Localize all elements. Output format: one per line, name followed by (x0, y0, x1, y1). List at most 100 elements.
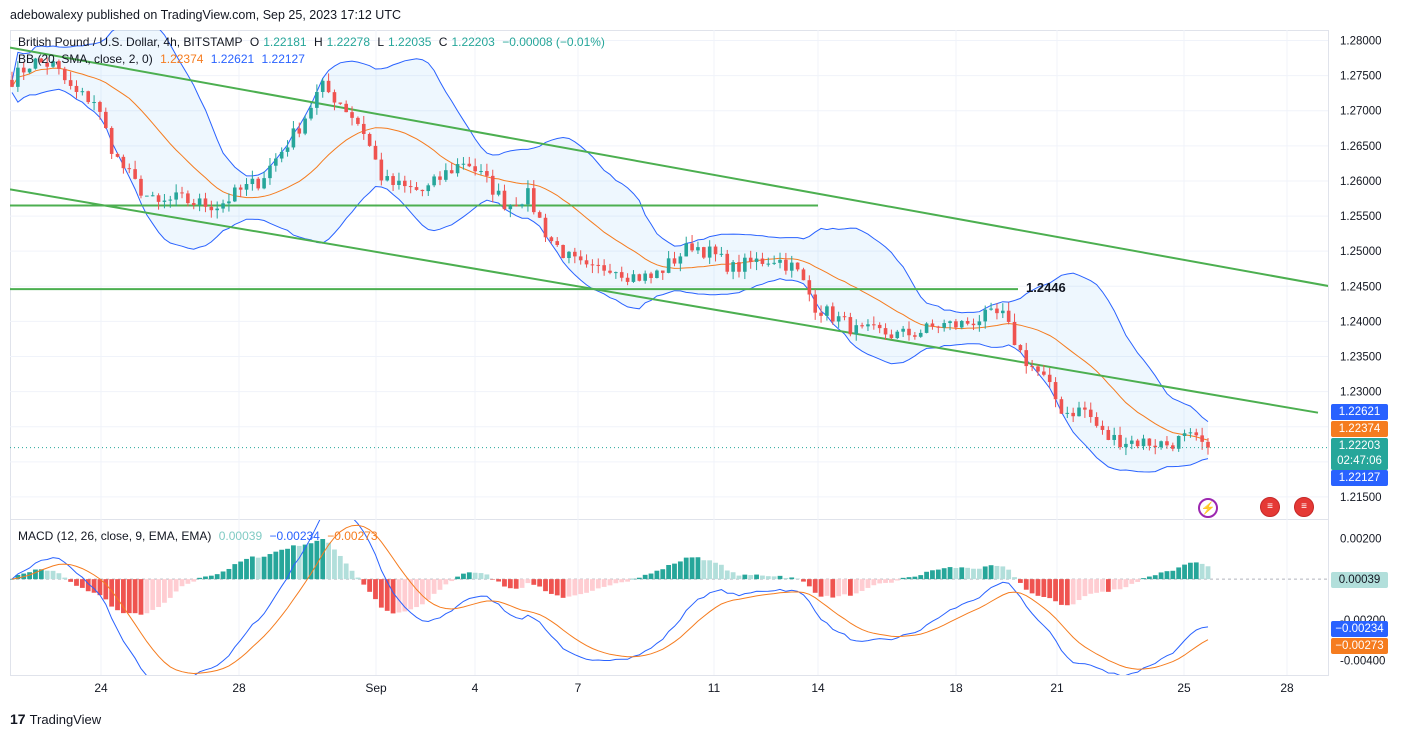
macd-hist-bar (824, 579, 830, 596)
macd-hist-bar (906, 577, 912, 580)
candle-body (901, 328, 905, 332)
macd-hist-bar (38, 569, 44, 580)
candle-body (279, 151, 284, 159)
macd-hist-bar (414, 579, 419, 608)
axes-layer: 1.28000 1.27500 1.27000 1.26500 1.26000 1.255… (94, 36, 1385, 695)
macd-hist-bar (1006, 569, 1012, 580)
candle-body (121, 156, 126, 169)
macd-hist-bar (408, 579, 414, 610)
macd-hist-bar (806, 579, 812, 587)
macd-line-value: −0.00234 (269, 529, 320, 543)
us-flag-event-icon-2[interactable]: ≡ (1294, 497, 1314, 517)
candle-body (1153, 445, 1158, 448)
bb-basis-tag: 1.22374 (1331, 421, 1388, 437)
macd-hist-bar (361, 579, 367, 585)
candle-body (373, 145, 378, 160)
candle-body (725, 253, 730, 272)
macd-hist-bar (1047, 579, 1053, 599)
candle-body (719, 253, 724, 255)
candle-body (232, 187, 237, 202)
macd-hist-bar (730, 572, 736, 580)
candle-body (578, 256, 583, 261)
macd-hist-bar (461, 573, 466, 580)
candle-body (250, 178, 255, 185)
candle-body (930, 323, 935, 327)
candle-body (660, 270, 665, 273)
candle-body (180, 192, 184, 194)
macd-hist-bar (1088, 579, 1094, 594)
macd-hist-bar (578, 579, 584, 595)
candle-body (74, 85, 79, 92)
macd-hist-bar (455, 576, 460, 580)
macd-hist-bar (1193, 562, 1199, 580)
macd-pane[interactable] (10, 519, 1329, 676)
candle-body (27, 68, 32, 73)
macd-hist-bar (238, 561, 244, 580)
macd-hist-bar (566, 579, 572, 597)
macd-hist-bar (85, 579, 91, 592)
macd-hist-bar (531, 579, 537, 585)
candle-body (754, 258, 759, 262)
macd-hist-bar (337, 555, 343, 580)
candle-body (414, 187, 419, 190)
macd-hist-bar (79, 579, 85, 588)
candle-body (1001, 310, 1005, 314)
candle-body (490, 175, 495, 195)
macd-hist-bar (138, 579, 144, 615)
us-flag-event-icon[interactable]: ≡ (1260, 497, 1280, 517)
lightning-event-icon[interactable]: ⚡ (1198, 498, 1218, 518)
candle-body (1065, 412, 1070, 414)
macd-hist-bar (91, 579, 97, 593)
candle-body (215, 208, 219, 211)
bb-upper-value: 1.22621 (210, 52, 255, 66)
macd-hist-bar (484, 574, 490, 580)
upper-trendline (10, 46, 1328, 287)
macd-legend: MACD (12, 26, close, 9, EMA, EMA) 0.0003… (18, 529, 382, 543)
macd-hist-bar (666, 564, 672, 580)
macd-hist-bar (156, 579, 161, 608)
candle-body (1094, 417, 1099, 426)
candle-body (127, 168, 132, 170)
macd-hist-bar (548, 579, 554, 594)
level-annotation: 1.2446 (1026, 280, 1066, 295)
candle-body (449, 170, 454, 174)
candle-body (139, 178, 143, 196)
candle-body (191, 203, 196, 206)
time-axis-label: 24 (94, 681, 108, 695)
candle-body (68, 80, 73, 86)
candle-body (1077, 407, 1081, 417)
macd-hist-bar (894, 579, 900, 581)
candle-body (320, 80, 325, 92)
candle-body (227, 201, 231, 204)
macd-hist-bar (537, 579, 543, 587)
candle-body (989, 308, 993, 310)
candle-body (186, 193, 190, 204)
macd-line-tag: −0.00234 (1331, 621, 1388, 637)
candle-body (526, 188, 530, 205)
macd-hist-bar (203, 576, 208, 580)
candle-body (403, 180, 407, 187)
candle-body (549, 237, 554, 242)
macd-hist-bar (502, 579, 507, 587)
tradingview-logo-icon: 17 (10, 711, 26, 727)
macd-hist-bar (924, 571, 929, 580)
time-axis-label: 14 (811, 681, 825, 695)
candle-body (1188, 432, 1193, 434)
macd-hist-bar (326, 542, 331, 580)
macd-hist-bar (771, 576, 777, 580)
macd-hist-bar (947, 567, 953, 580)
candle-body (860, 325, 864, 327)
bb-label: BB (20, SMA, close, 2, 0) (18, 52, 153, 66)
time-axis-label: 11 (708, 681, 721, 695)
candle-body (168, 199, 173, 201)
candle-body (772, 262, 776, 264)
candle-body (836, 316, 841, 322)
ohlc-open: O 1.22181 (249, 35, 307, 49)
signal-line (11, 524, 1209, 675)
candle-body (608, 270, 612, 273)
macd-hist-bar (930, 570, 935, 580)
macd-hist-bar (267, 554, 273, 580)
macd-hist-bar (320, 539, 326, 580)
candle-body (590, 264, 595, 266)
